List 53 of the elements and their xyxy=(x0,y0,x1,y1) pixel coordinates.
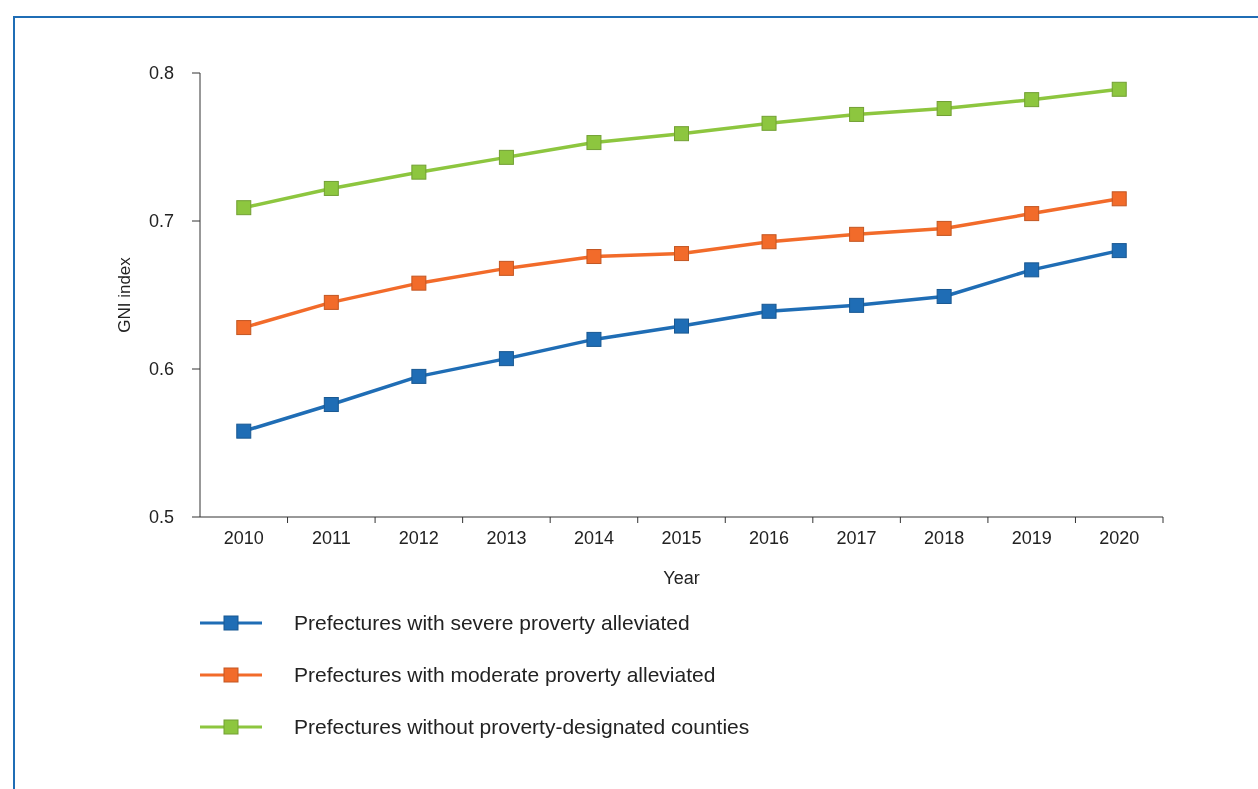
y-tick-label: 0.8 xyxy=(148,63,174,84)
point xyxy=(674,126,689,142)
point xyxy=(236,423,252,439)
y-tick-label: 0.6 xyxy=(148,359,174,380)
x-tick-label: 2010 xyxy=(223,528,264,548)
point xyxy=(849,106,865,122)
legend-label: Prefectures with severe proverty alleviated xyxy=(294,611,690,635)
x-tick-label: 2011 xyxy=(311,528,351,548)
point xyxy=(1024,262,1040,278)
legend-label: Prefectures with moderate proverty alleviated xyxy=(294,663,716,687)
y-tick-label: 0.5 xyxy=(148,507,174,528)
y-tick-label: 0.7 xyxy=(148,211,174,232)
point xyxy=(411,275,427,291)
point xyxy=(498,149,514,165)
x-tick-label: 2014 xyxy=(573,528,614,548)
x-tick-label: 2017 xyxy=(836,528,877,548)
point xyxy=(849,226,865,242)
x-tick-label: 2020 xyxy=(1099,528,1140,548)
point xyxy=(411,368,427,384)
point xyxy=(586,331,602,347)
point xyxy=(674,318,689,334)
point xyxy=(498,351,514,367)
point xyxy=(586,249,602,265)
point xyxy=(936,220,952,236)
x-tick-label: 2015 xyxy=(661,528,702,548)
x-tick-label: 2016 xyxy=(749,528,790,548)
point xyxy=(586,135,602,151)
point xyxy=(1024,92,1040,108)
point xyxy=(1111,243,1127,259)
point xyxy=(674,246,689,262)
point xyxy=(849,297,865,313)
point xyxy=(761,115,777,131)
x-tick-label: 2018 xyxy=(924,528,965,548)
point xyxy=(1111,81,1127,97)
point xyxy=(936,288,952,304)
y-axis-title: GNI index xyxy=(115,256,134,333)
x-axis-title: Year xyxy=(663,568,700,588)
point xyxy=(761,303,777,319)
point xyxy=(323,397,339,413)
x-tick-label: 2019 xyxy=(1011,528,1052,548)
point xyxy=(411,164,427,180)
point xyxy=(236,200,252,216)
point xyxy=(236,320,252,336)
point xyxy=(498,260,514,276)
point xyxy=(323,180,339,196)
legend-label: Prefectures without proverty-designated counties xyxy=(294,715,750,739)
x-tick-label: 2013 xyxy=(486,528,527,548)
x-tick-label: 2012 xyxy=(398,528,439,548)
point xyxy=(936,101,952,117)
point xyxy=(761,234,777,250)
point xyxy=(1111,191,1127,207)
point xyxy=(1024,206,1040,222)
point xyxy=(323,294,339,310)
